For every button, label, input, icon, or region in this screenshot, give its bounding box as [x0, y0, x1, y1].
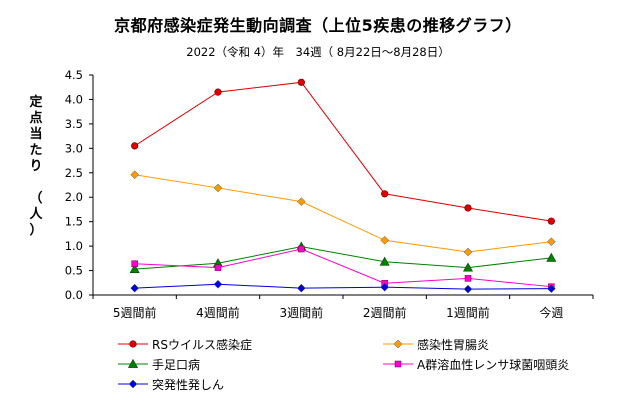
data-point	[381, 190, 389, 198]
y-axis-title-char: 当	[29, 127, 43, 142]
data-point	[546, 284, 556, 293]
data-point	[214, 264, 222, 271]
series-4	[131, 245, 555, 290]
legend-item: 手足口病	[118, 356, 200, 372]
legend-marker	[394, 360, 402, 368]
legend-label: 突発性発しん	[152, 377, 225, 392]
series-line	[134, 248, 552, 288]
legend-swatch	[383, 360, 413, 368]
data-point	[131, 260, 138, 267]
data-point	[462, 262, 474, 272]
legend-marker	[128, 379, 138, 389]
data-point	[380, 235, 390, 245]
y-axis-title-char: ）	[29, 223, 43, 238]
y-axis-title-char: り	[29, 159, 43, 174]
series-line	[134, 81, 552, 222]
y-axis-title: 定点当たり （人）	[26, 95, 46, 239]
y-tick-label: 4.0	[65, 92, 83, 106]
legend-label: 手足口病	[152, 357, 201, 372]
data-point	[214, 88, 222, 96]
series-line	[134, 174, 552, 253]
legend-swatch	[118, 340, 148, 348]
data-point	[464, 275, 472, 282]
series-line	[134, 283, 552, 290]
y-tick-label: 1.5	[65, 215, 83, 229]
y-axis-title-char: 人	[29, 207, 43, 222]
data-point	[298, 245, 305, 253]
y-tick-label: 4.5	[65, 68, 83, 82]
legend-swatch	[118, 379, 148, 389]
y-tick-label: 3.0	[65, 141, 83, 155]
x-tick-label: 3週間前	[280, 305, 324, 320]
y-axis-title-char: た	[29, 143, 43, 158]
y-axis-title-char: 点	[29, 111, 43, 126]
y-tick-label: 0.0	[65, 288, 83, 302]
data-point	[296, 283, 306, 293]
data-point	[463, 247, 473, 257]
y-tick-label: 2.5	[65, 166, 83, 180]
chart-title: 京都府感染症発生動向調査（上位5疾患の推移グラフ）	[114, 16, 522, 35]
data-point	[213, 183, 223, 193]
series-line	[134, 246, 552, 270]
data-point	[213, 279, 223, 289]
legend-item: RSウイルス感染症	[118, 336, 252, 352]
legend-item: 突発性発しん	[118, 376, 224, 392]
series-2	[130, 170, 556, 257]
legend-marker	[393, 339, 403, 349]
data-point	[547, 217, 555, 225]
y-tick-label: 3.5	[65, 117, 83, 131]
legend-label: A群溶血性レンサ球菌咽頭炎	[417, 357, 570, 372]
y-axis-title-char: （	[29, 191, 43, 206]
legend-item: A群溶血性レンサ球菌咽頭炎	[383, 356, 569, 372]
x-tick-label: 2週間前	[363, 305, 407, 320]
data-point	[463, 284, 473, 294]
data-point	[546, 252, 557, 262]
x-tick-label: 5週間前	[113, 305, 157, 320]
legend-swatch	[118, 358, 148, 368]
data-point	[130, 170, 140, 180]
series-3	[129, 241, 557, 273]
legend-label: RSウイルス感染症	[152, 337, 252, 352]
data-point	[464, 204, 472, 212]
legend-marker	[129, 340, 137, 348]
x-tick-label: 1週間前	[446, 305, 490, 320]
chart-subtitle: 2022（令和 4）年 34週（ 8月22日～8月28日）	[186, 45, 450, 59]
data-point	[297, 78, 305, 86]
data-point	[129, 263, 140, 273]
x-tick-label: 4週間前	[196, 305, 240, 320]
data-point	[380, 282, 390, 292]
data-point	[130, 283, 140, 293]
y-axis-title-char: 定	[29, 95, 43, 110]
y-tick-label: 2.0	[65, 190, 83, 204]
data-point	[379, 256, 390, 266]
legend-marker	[127, 358, 139, 368]
x-tick-label: 今週	[539, 305, 563, 320]
data-point	[546, 237, 556, 247]
y-tick-label: 1.0	[65, 239, 83, 253]
y-tick-label: 0.5	[65, 264, 83, 278]
series-1	[131, 78, 555, 225]
legend-label: 感染性胃腸炎	[417, 337, 490, 352]
series-5	[130, 279, 556, 294]
data-point	[131, 142, 139, 150]
legend-item: 感染性胃腸炎	[383, 336, 489, 352]
data-point	[296, 197, 306, 206]
legend-swatch	[383, 339, 413, 349]
